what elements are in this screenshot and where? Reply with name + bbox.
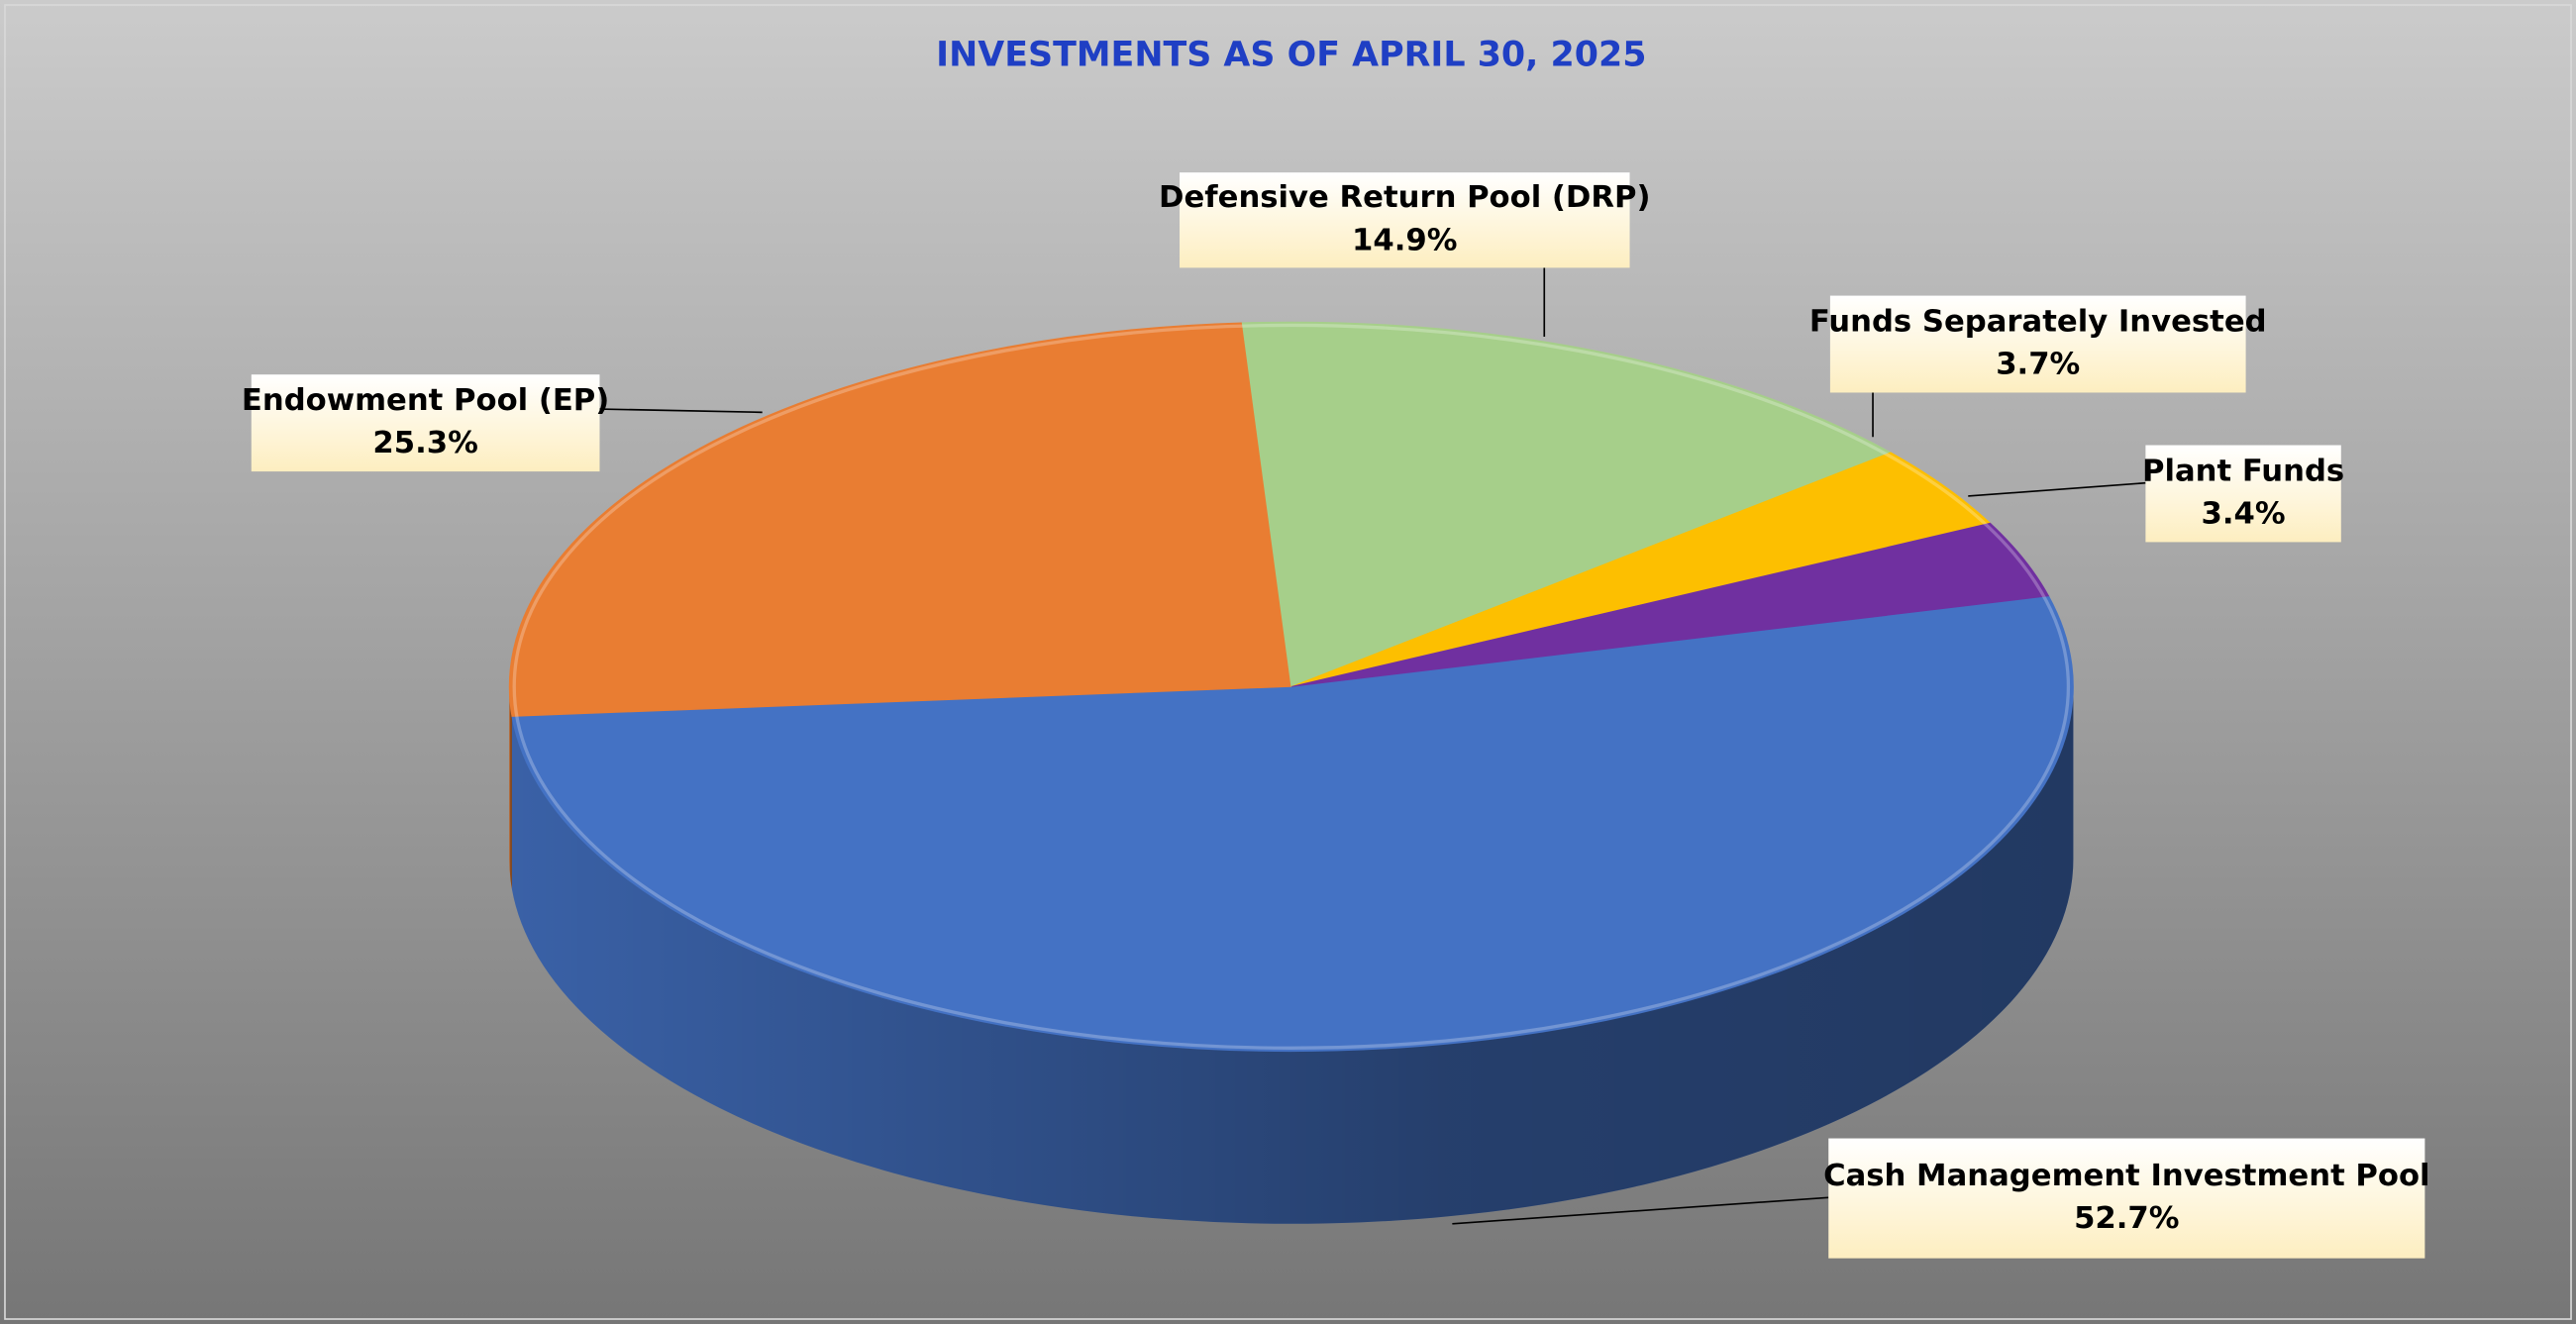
label-value: 3.7% xyxy=(1996,348,2080,382)
slice xyxy=(511,595,2074,1053)
label-box xyxy=(251,374,600,472)
slice xyxy=(508,322,1292,717)
label-name: Funds Separately Invested xyxy=(1809,304,2267,339)
frame xyxy=(4,4,2572,1320)
chart-title: INVESTMENTS AS OF APRIL 30, 2025 xyxy=(936,35,1646,74)
label-value: 25.3% xyxy=(372,426,477,460)
leader-line xyxy=(1968,481,2146,497)
label-name: Plant Funds xyxy=(2142,454,2344,488)
label-box xyxy=(1828,1138,2425,1259)
label-value: 3.4% xyxy=(2202,497,2286,532)
label-box xyxy=(2145,445,2341,543)
label-value: 52.7% xyxy=(2074,1201,2179,1236)
label-name: Endowment Pool (EP) xyxy=(242,383,609,418)
label-value: 14.9% xyxy=(1352,223,1457,257)
label-box xyxy=(1180,172,1630,268)
rim-highlight xyxy=(512,323,2071,1050)
label-name: Defensive Return Pool (DRP) xyxy=(1159,180,1650,215)
slice xyxy=(1241,321,1893,687)
slice xyxy=(1290,522,2050,687)
side-shade xyxy=(511,686,2074,1224)
label-name: Cash Management Investment Pool xyxy=(1823,1159,2429,1193)
leader-line xyxy=(599,408,763,414)
side-shade xyxy=(509,686,512,889)
leader-line xyxy=(1452,1196,1829,1225)
label-box xyxy=(1829,295,2246,393)
